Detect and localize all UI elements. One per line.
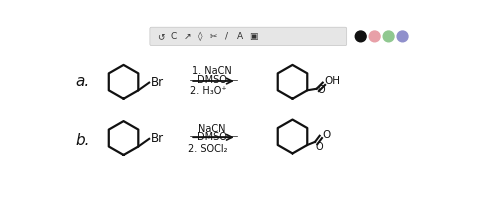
Text: ▣: ▣	[249, 32, 257, 41]
Text: /: /	[225, 32, 228, 41]
Circle shape	[355, 31, 366, 42]
Text: C: C	[171, 32, 177, 41]
Text: ↺: ↺	[157, 32, 165, 41]
Text: ◊: ◊	[198, 32, 203, 41]
Circle shape	[383, 31, 394, 42]
Text: 2. SOCl₂: 2. SOCl₂	[188, 144, 227, 154]
Text: Br: Br	[151, 76, 164, 89]
FancyBboxPatch shape	[150, 27, 347, 46]
Circle shape	[369, 31, 380, 42]
Text: OH: OH	[324, 76, 340, 86]
Text: Br: Br	[151, 132, 164, 145]
Text: 1. NaCN: 1. NaCN	[192, 66, 232, 76]
Text: ✂: ✂	[210, 32, 217, 41]
Text: DMSO: DMSO	[197, 132, 227, 142]
Text: O: O	[317, 85, 325, 95]
Text: O: O	[322, 130, 330, 140]
Text: DMSO: DMSO	[197, 75, 227, 84]
Text: 2. H₃O⁺: 2. H₃O⁺	[191, 86, 227, 96]
Text: b.: b.	[75, 133, 90, 148]
Text: ↗: ↗	[183, 32, 191, 41]
Text: NaCN: NaCN	[198, 124, 226, 134]
Text: O: O	[316, 141, 324, 152]
Text: a.: a.	[75, 74, 90, 89]
Circle shape	[397, 31, 408, 42]
Text: A: A	[237, 32, 243, 41]
